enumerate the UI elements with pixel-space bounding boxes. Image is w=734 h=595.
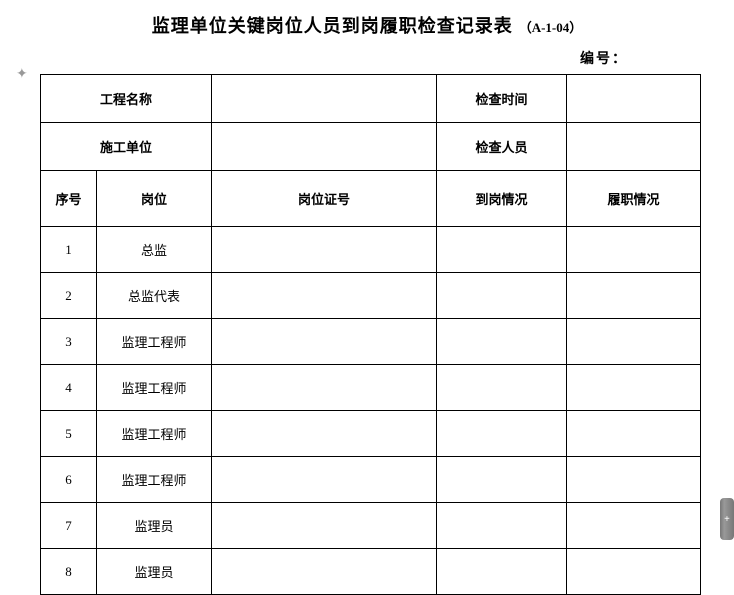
cell-duty — [567, 549, 701, 595]
document-title-row: 监理单位关键岗位人员到岗履职检查记录表 （A-1-04） — [36, 12, 698, 38]
cell-attendance — [437, 227, 567, 273]
cell-attendance — [437, 503, 567, 549]
col-certno-head: 岗位证号 — [212, 171, 437, 227]
cell-position: 监理工程师 — [97, 319, 212, 365]
table-row: 5 监理工程师 — [41, 411, 701, 457]
cell-seq: 8 — [41, 549, 97, 595]
cell-duty — [567, 365, 701, 411]
cell-position: 监理员 — [97, 549, 212, 595]
table-header-row-1: 工程名称 检查时间 — [41, 75, 701, 123]
cell-certno — [212, 457, 437, 503]
cell-attendance — [437, 549, 567, 595]
inspector-value — [567, 123, 701, 171]
document-number-label: 编号： — [36, 48, 698, 68]
cell-position: 监理工程师 — [97, 457, 212, 503]
cell-certno — [212, 503, 437, 549]
cell-position: 监理员 — [97, 503, 212, 549]
anchor-icon: ✦ — [16, 66, 28, 83]
cell-duty — [567, 227, 701, 273]
cell-position: 监理工程师 — [97, 411, 212, 457]
project-name-value — [212, 75, 437, 123]
table-row: 6 监理工程师 — [41, 457, 701, 503]
cell-certno — [212, 411, 437, 457]
cell-certno — [212, 319, 437, 365]
cell-seq: 5 — [41, 411, 97, 457]
table-row: 7 监理员 — [41, 503, 701, 549]
contractor-label: 施工单位 — [41, 123, 212, 171]
cell-duty — [567, 319, 701, 365]
cell-certno — [212, 365, 437, 411]
cell-attendance — [437, 273, 567, 319]
table-row: 8 监理员 — [41, 549, 701, 595]
col-duty-head: 履职情况 — [567, 171, 701, 227]
project-name-label: 工程名称 — [41, 75, 212, 123]
col-attendance-head: 到岗情况 — [437, 171, 567, 227]
cell-attendance — [437, 319, 567, 365]
table-row: 3 监理工程师 — [41, 319, 701, 365]
check-time-value — [567, 75, 701, 123]
cell-position: 监理工程师 — [97, 365, 212, 411]
cell-duty — [567, 273, 701, 319]
cell-seq: 2 — [41, 273, 97, 319]
cell-duty — [567, 457, 701, 503]
contractor-value — [212, 123, 437, 171]
document-title: 监理单位关键岗位人员到岗履职检查记录表 — [152, 16, 513, 36]
scrollbar-thumb[interactable]: + — [720, 498, 734, 540]
cell-certno — [212, 227, 437, 273]
cell-seq: 1 — [41, 227, 97, 273]
table-row: 1 总监 — [41, 227, 701, 273]
cell-attendance — [437, 411, 567, 457]
col-position-head: 岗位 — [97, 171, 212, 227]
document-code: （A-1-04） — [519, 20, 583, 35]
table-column-head-row: 序号 岗位 岗位证号 到岗情况 履职情况 — [41, 171, 701, 227]
cell-seq: 3 — [41, 319, 97, 365]
cell-duty — [567, 411, 701, 457]
inspection-record-document: 监理单位关键岗位人员到岗履职检查记录表 （A-1-04） 编号： ✦ 工程名称 … — [0, 0, 734, 595]
cell-position: 总监代表 — [97, 273, 212, 319]
inspector-label: 检查人员 — [437, 123, 567, 171]
table-row: 2 总监代表 — [41, 273, 701, 319]
cell-seq: 4 — [41, 365, 97, 411]
cell-seq: 6 — [41, 457, 97, 503]
cell-duty — [567, 503, 701, 549]
inspection-table: 工程名称 检查时间 施工单位 检查人员 序号 岗位 岗位证号 到岗情况 履职情况… — [40, 74, 701, 595]
table-row: 4 监理工程师 — [41, 365, 701, 411]
cell-attendance — [437, 365, 567, 411]
check-time-label: 检查时间 — [437, 75, 567, 123]
cell-attendance — [437, 457, 567, 503]
cell-position: 总监 — [97, 227, 212, 273]
cell-seq: 7 — [41, 503, 97, 549]
table-header-row-2: 施工单位 检查人员 — [41, 123, 701, 171]
cell-certno — [212, 273, 437, 319]
col-seq-head: 序号 — [41, 171, 97, 227]
cell-certno — [212, 549, 437, 595]
